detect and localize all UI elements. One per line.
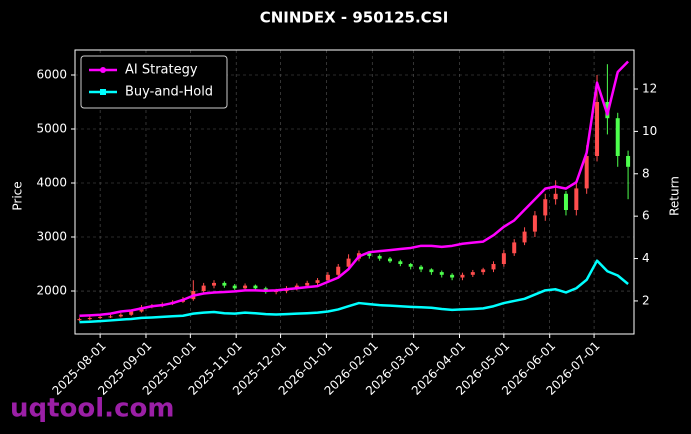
candle-body [491, 264, 496, 270]
candle-body [450, 274, 455, 278]
legend-label: AI Strategy [125, 63, 198, 78]
candle-body [253, 285, 258, 289]
candle-body [522, 231, 527, 243]
candle-body [129, 311, 134, 315]
candle-body [398, 261, 403, 265]
candle-body [532, 215, 537, 232]
candle-body [87, 318, 92, 320]
y2-tick-label: 10 [642, 124, 657, 138]
y2-tick-label: 12 [642, 81, 657, 95]
candle-body [201, 285, 206, 292]
y-tick-label: 2000 [36, 284, 67, 298]
candle-body [294, 285, 299, 289]
y2-tick-label: 4 [642, 251, 650, 265]
candle-body [315, 280, 320, 283]
plot-frame [74, 49, 635, 335]
candle-body [346, 258, 351, 267]
y-tick-label: 6000 [36, 68, 67, 82]
candle-body [584, 156, 589, 189]
y2-tick-label: 6 [642, 209, 650, 223]
watermark: uqtool.com [10, 394, 174, 424]
candle-body [325, 274, 330, 281]
y2-axis-label: Return [668, 176, 682, 216]
y2-tick-label: 8 [642, 166, 650, 180]
return-line [79, 60, 629, 318]
candle-body [98, 316, 103, 319]
legend-label: Buy-and-Hold [125, 85, 213, 100]
candle-body [408, 264, 413, 267]
candle-body [563, 193, 568, 211]
candle-body [574, 188, 579, 211]
candle-body [501, 253, 506, 265]
candle-body [543, 199, 548, 216]
legend-marker [100, 67, 106, 73]
candle-body [387, 258, 392, 262]
candle-body [222, 282, 227, 286]
candle-body [336, 266, 341, 275]
y2-tick-label: 2 [642, 293, 650, 307]
y-tick-label: 5000 [36, 122, 67, 136]
candle-body [108, 316, 113, 318]
candle-body [481, 269, 486, 273]
candle-body [212, 282, 217, 286]
y-tick-label: 3000 [36, 230, 67, 244]
return-line [79, 259, 629, 324]
candle-body [460, 274, 465, 278]
candle-body [367, 253, 372, 256]
candle-body [439, 272, 444, 275]
candle-body [512, 242, 517, 254]
candle-body [595, 102, 600, 157]
candle-body [377, 255, 382, 259]
candle-body [626, 156, 631, 167]
candle-body [419, 266, 424, 270]
chart-title: CNINDEX - 950125.CSI [260, 9, 449, 27]
y-tick-label: 4000 [36, 176, 67, 190]
candle-body [553, 193, 558, 200]
candle-body [232, 285, 237, 289]
candle-body [470, 272, 475, 275]
candle-body [118, 314, 123, 317]
y-axis-label: Price [11, 181, 25, 210]
candle-body [615, 118, 620, 157]
candle-body [243, 285, 248, 289]
candle-body [429, 269, 434, 273]
candle-body [77, 319, 82, 321]
legend-box [80, 55, 228, 109]
legend-marker [100, 89, 106, 95]
candle-body [305, 282, 310, 286]
